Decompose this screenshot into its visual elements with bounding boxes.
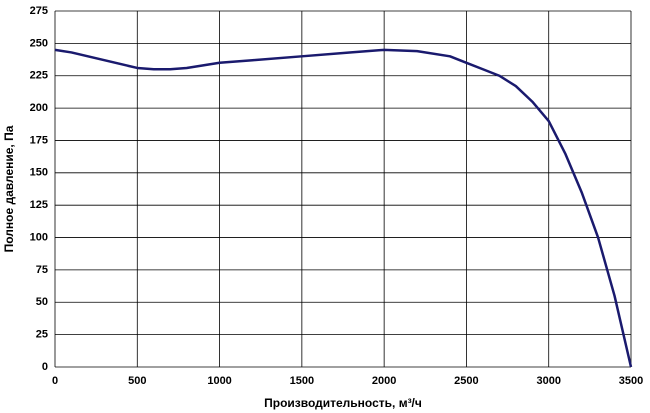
x-tick-label: 1000 — [207, 375, 231, 387]
y-tick-label: 275 — [30, 5, 48, 17]
y-tick-label: 175 — [30, 134, 48, 146]
x-tick-label: 1500 — [290, 375, 314, 387]
x-tick-label: 3500 — [619, 375, 643, 387]
y-tick-label: 150 — [30, 167, 48, 179]
y-tick-label: 25 — [36, 329, 48, 341]
y-tick-label: 75 — [36, 264, 48, 276]
x-tick-label: 500 — [128, 375, 146, 387]
x-axis-title: Производительность, м³/ч — [264, 396, 422, 410]
x-tick-label: 0 — [52, 375, 58, 387]
y-tick-label: 250 — [30, 37, 48, 49]
x-tick-label: 3000 — [536, 375, 560, 387]
y-tick-label: 125 — [30, 199, 48, 211]
y-tick-label: 200 — [30, 102, 48, 114]
y-tick-label: 0 — [42, 361, 48, 373]
x-tick-label: 2500 — [454, 375, 478, 387]
y-axis-title: Полное давление, Па — [2, 125, 16, 252]
y-tick-label: 100 — [30, 231, 48, 243]
y-tick-label: 50 — [36, 296, 48, 308]
x-tick-label: 2000 — [372, 375, 396, 387]
line — [54, 48, 633, 368]
y-tick-label: 225 — [30, 70, 48, 82]
